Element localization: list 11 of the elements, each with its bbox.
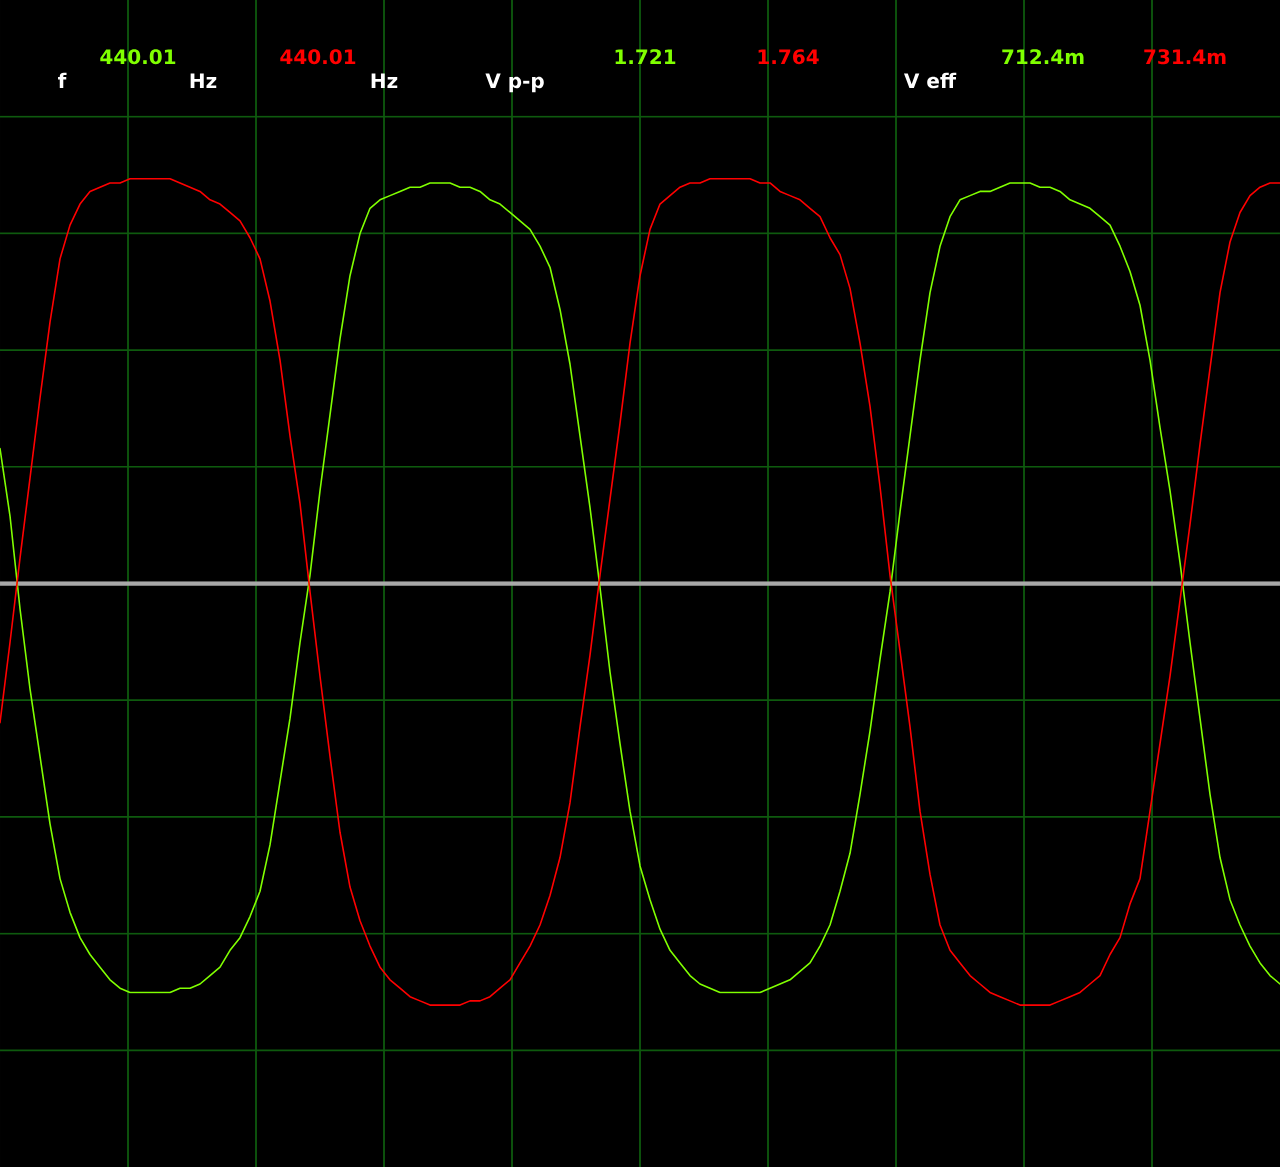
- text: Hz: [371, 73, 398, 88]
- text: V p-p: [485, 73, 544, 93]
- text: 440.01: [100, 49, 176, 65]
- text: Hz: [190, 73, 217, 88]
- text: 1.764: [758, 49, 819, 65]
- text: 731.4m: [1144, 49, 1226, 65]
- text: V eff: [904, 72, 957, 89]
- text: 440.01: [280, 49, 356, 65]
- text: f: [58, 72, 67, 88]
- text: 1.721: [615, 49, 676, 64]
- text: 712.4m: [1002, 49, 1084, 64]
